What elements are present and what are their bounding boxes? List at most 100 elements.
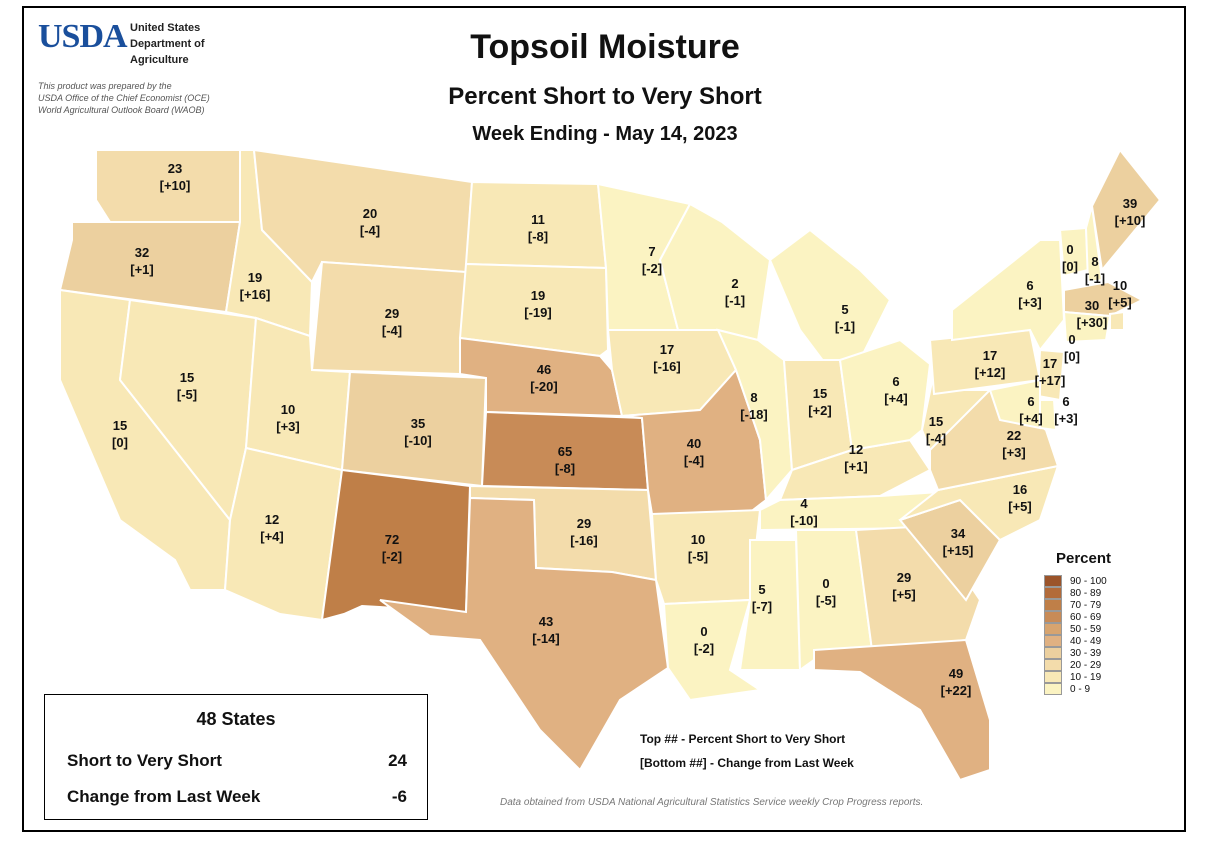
state-value-mi: 5 <box>841 302 848 317</box>
agency-name: United States Department of Agriculture <box>130 20 250 68</box>
state-change-az: [+4] <box>260 529 283 544</box>
state-value-mn: 7 <box>648 244 655 259</box>
state-change-mn: [-2] <box>642 261 662 276</box>
state-value-sd: 19 <box>531 288 545 303</box>
state-value-co: 35 <box>411 416 425 431</box>
map-subtitle: Percent Short to Very Short <box>448 83 762 110</box>
state-change-ca: [0] <box>112 435 128 450</box>
state-change-wy: [-4] <box>382 323 402 338</box>
note-top: Top ## - Percent Short to Very Short <box>640 732 846 746</box>
legend-swatch <box>1044 575 1062 587</box>
legend-item: 70 - 79 <box>1044 599 1154 611</box>
state-change-me: [+10] <box>1115 213 1146 228</box>
summary-label: Short to Very Short <box>67 751 222 770</box>
state-value-ia: 17 <box>660 342 674 357</box>
legend-rows: 90 - 100 80 - 89 70 - 79 60 - 69 50 - 59 40 -… <box>1044 575 1154 695</box>
state-value-az: 12 <box>265 512 279 527</box>
state-change-nc: [+5] <box>1008 499 1031 514</box>
state-change-vt: [0] <box>1062 259 1078 274</box>
summary-row-change: Change from Last Week -6 <box>67 787 407 807</box>
summary-label: Change from Last Week <box>67 787 261 806</box>
state-value-pa: 17 <box>983 348 997 363</box>
state-value-mo: 40 <box>687 436 701 451</box>
state-change-or: [+1] <box>130 262 153 277</box>
state-change-nj: [+17] <box>1035 373 1066 388</box>
legend-item: 10 - 19 <box>1044 671 1154 683</box>
legend-swatch <box>1044 671 1062 683</box>
summary-value: -6 <box>391 787 407 806</box>
state-change-ga: [+5] <box>892 587 915 602</box>
state-change-md: [+4] <box>1019 411 1042 426</box>
state-value-ga: 29 <box>897 570 911 585</box>
state-change-ks: [-8] <box>555 461 575 476</box>
state-value-al: 0 <box>822 576 829 591</box>
state-change-ms: [-7] <box>752 599 772 614</box>
prepared-line: USDA Office of the Chief Economist (OCE) <box>38 93 210 103</box>
state-change-nm: [-2] <box>382 549 402 564</box>
state-change-tn: [-10] <box>790 513 817 528</box>
state-change-nd: [-8] <box>528 229 548 244</box>
state-change-id: [+16] <box>240 287 271 302</box>
agency-line: United States <box>130 22 201 34</box>
legend-swatch <box>1044 683 1062 695</box>
state-value-tx: 43 <box>539 614 553 629</box>
legend-swatch <box>1044 587 1062 599</box>
legend-label: 40 - 49 <box>1070 635 1102 647</box>
state-value-id: 19 <box>248 270 262 285</box>
state-value-ks: 65 <box>558 444 572 459</box>
prepared-by-note: This product was prepared by the USDA Of… <box>38 80 268 116</box>
note-bottom: [Bottom ##] - Change from Last Week <box>640 756 854 770</box>
state-value-la: 0 <box>700 624 707 639</box>
state-change-wa: [+10] <box>160 178 191 193</box>
state-value-ny: 6 <box>1026 278 1033 293</box>
state-value-sc: 34 <box>951 526 966 541</box>
state-change-sc: [+15] <box>943 543 974 558</box>
state-value-ma: 30 <box>1085 298 1099 313</box>
legend-swatch <box>1044 635 1062 647</box>
legend-label: 50 - 59 <box>1070 623 1102 635</box>
legend-label: 80 - 89 <box>1070 587 1102 599</box>
state-change-ne: [-20] <box>530 379 557 394</box>
legend: Percent 90 - 100 80 - 89 70 - 79 60 - 69 50 … <box>1044 550 1154 695</box>
legend-item: 50 - 59 <box>1044 623 1154 635</box>
state-change-fl: [+22] <box>941 683 972 698</box>
state-value-vt: 0 <box>1066 242 1073 257</box>
state-value-ms: 5 <box>758 582 765 597</box>
state-value-nv: 15 <box>180 370 194 385</box>
state-value-nj: 17 <box>1043 356 1057 371</box>
state-change-ut: [+3] <box>276 419 299 434</box>
state-value-il: 8 <box>750 390 757 405</box>
data-source: Data obtained from USDA National Agricul… <box>500 797 924 808</box>
state-value-or: 32 <box>135 245 149 260</box>
prepared-line: This product was prepared by the <box>38 81 172 91</box>
usda-logo: USDA <box>38 18 128 55</box>
legend-label: 90 - 100 <box>1070 575 1107 587</box>
state-value-ct: 0 <box>1068 332 1075 347</box>
state-value-va: 22 <box>1007 428 1021 443</box>
state-ma <box>1063 280 1145 318</box>
state-change-mt: [-4] <box>360 223 380 238</box>
legend-swatch <box>1044 611 1062 623</box>
state-mi <box>768 228 892 372</box>
state-change-in: [+2] <box>808 403 831 418</box>
state-value-nc: 16 <box>1013 482 1027 497</box>
legend-swatch <box>1044 623 1062 635</box>
state-change-nh: [-1] <box>1085 271 1105 286</box>
state-change-wi: [-1] <box>725 293 745 308</box>
state-il <box>716 328 794 503</box>
legend-label: 10 - 19 <box>1070 671 1102 683</box>
legend-item: 40 - 49 <box>1044 635 1154 647</box>
state-md <box>988 378 1041 430</box>
summary-title: 48 States <box>196 709 276 729</box>
agency-line: Department of <box>130 38 205 50</box>
legend-item: 60 - 69 <box>1044 611 1154 623</box>
state-value-ky: 12 <box>849 442 863 457</box>
state-value-tn: 4 <box>800 496 808 511</box>
legend-label: 60 - 69 <box>1070 611 1102 623</box>
legend-label: 30 - 39 <box>1070 647 1102 659</box>
state-value-ri: 10 <box>1113 278 1127 293</box>
state-change-ar: [-5] <box>688 549 708 564</box>
state-change-de: [+3] <box>1054 411 1077 426</box>
state-nh <box>1084 205 1104 284</box>
state-value-ca: 15 <box>113 418 127 433</box>
